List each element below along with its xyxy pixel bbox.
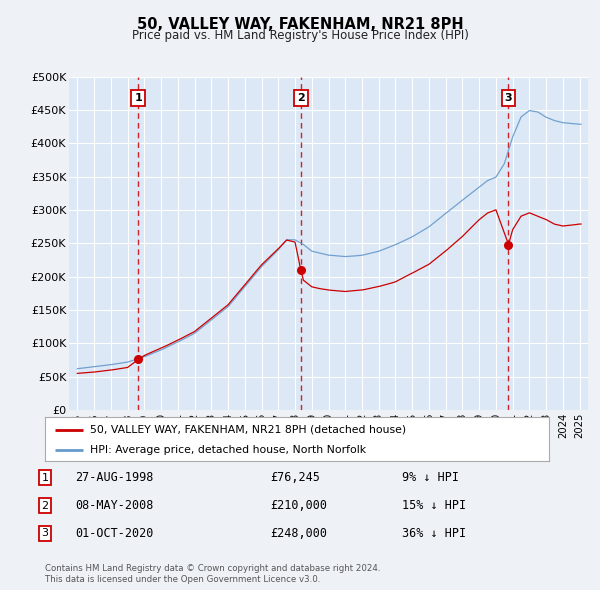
Text: 1: 1 — [134, 93, 142, 103]
Text: 2: 2 — [41, 501, 49, 510]
Text: 50, VALLEY WAY, FAKENHAM, NR21 8PH (detached house): 50, VALLEY WAY, FAKENHAM, NR21 8PH (deta… — [91, 425, 406, 434]
Text: 1: 1 — [41, 473, 49, 483]
Text: 3: 3 — [41, 529, 49, 538]
Text: 9% ↓ HPI: 9% ↓ HPI — [402, 471, 459, 484]
Text: 01-OCT-2020: 01-OCT-2020 — [75, 527, 154, 540]
Text: Price paid vs. HM Land Registry's House Price Index (HPI): Price paid vs. HM Land Registry's House … — [131, 30, 469, 42]
Text: £76,245: £76,245 — [270, 471, 320, 484]
Text: 08-MAY-2008: 08-MAY-2008 — [75, 499, 154, 512]
Text: £248,000: £248,000 — [270, 527, 327, 540]
Text: 36% ↓ HPI: 36% ↓ HPI — [402, 527, 466, 540]
Text: This data is licensed under the Open Government Licence v3.0.: This data is licensed under the Open Gov… — [45, 575, 320, 584]
Text: 15% ↓ HPI: 15% ↓ HPI — [402, 499, 466, 512]
Text: 3: 3 — [505, 93, 512, 103]
Text: 2: 2 — [297, 93, 305, 103]
Text: £210,000: £210,000 — [270, 499, 327, 512]
Text: Contains HM Land Registry data © Crown copyright and database right 2024.: Contains HM Land Registry data © Crown c… — [45, 565, 380, 573]
Text: 27-AUG-1998: 27-AUG-1998 — [75, 471, 154, 484]
Text: HPI: Average price, detached house, North Norfolk: HPI: Average price, detached house, Nort… — [91, 445, 367, 455]
Text: 50, VALLEY WAY, FAKENHAM, NR21 8PH: 50, VALLEY WAY, FAKENHAM, NR21 8PH — [137, 17, 463, 31]
